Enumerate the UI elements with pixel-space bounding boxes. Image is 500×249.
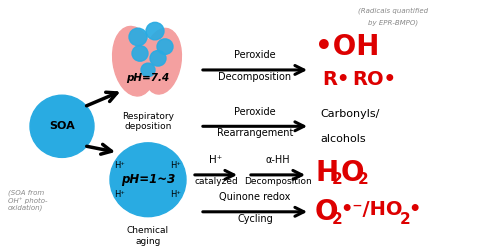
Text: Respiratory
deposition: Respiratory deposition: [122, 112, 174, 131]
Text: pH=7.4: pH=7.4: [126, 73, 170, 83]
Circle shape: [110, 143, 186, 217]
Text: by EPR-BMPO): by EPR-BMPO): [368, 19, 418, 26]
Ellipse shape: [112, 26, 156, 96]
Text: 2: 2: [332, 172, 343, 187]
Text: Peroxide: Peroxide: [234, 107, 276, 117]
Text: pH=1~3: pH=1~3: [121, 173, 175, 186]
Text: catalyzed: catalyzed: [194, 177, 238, 186]
Text: (Radicals quantified: (Radicals quantified: [358, 8, 428, 14]
Circle shape: [157, 39, 173, 55]
Circle shape: [132, 46, 148, 61]
Text: H⁺: H⁺: [114, 190, 126, 199]
Text: Peroxide: Peroxide: [234, 50, 276, 60]
Text: Quinone redox: Quinone redox: [220, 192, 290, 202]
Text: Decomposition: Decomposition: [244, 177, 312, 186]
Text: •OH: •OH: [315, 33, 380, 61]
Text: H⁺: H⁺: [114, 161, 126, 170]
Circle shape: [146, 22, 164, 40]
Text: 2: 2: [400, 212, 411, 227]
Text: O: O: [315, 198, 338, 226]
Text: •⁻/HO: •⁻/HO: [340, 200, 402, 219]
Circle shape: [150, 51, 166, 66]
Text: H⁺: H⁺: [210, 155, 222, 165]
Text: Decomposition: Decomposition: [218, 72, 292, 82]
Text: Chemical
aging: Chemical aging: [127, 226, 169, 246]
Text: H⁺: H⁺: [170, 190, 181, 199]
Text: H⁺: H⁺: [170, 161, 181, 170]
Text: alcohols: alcohols: [320, 134, 366, 144]
Text: Carbonyls/: Carbonyls/: [320, 109, 380, 119]
Circle shape: [129, 28, 147, 46]
Text: Cycling: Cycling: [237, 214, 273, 224]
Text: α-HH: α-HH: [266, 155, 290, 165]
Ellipse shape: [142, 28, 182, 94]
Text: RO•: RO•: [352, 70, 396, 89]
Text: R•: R•: [322, 70, 349, 89]
Circle shape: [141, 63, 155, 77]
Text: SOA: SOA: [49, 121, 75, 131]
Text: 2: 2: [358, 172, 369, 187]
Text: (SOA from
OH⁺ photo-
oxidation): (SOA from OH⁺ photo- oxidation): [8, 189, 48, 211]
Text: O: O: [341, 159, 364, 187]
Text: H: H: [315, 159, 338, 187]
Text: Rearrangement: Rearrangement: [217, 128, 293, 138]
Circle shape: [30, 95, 94, 157]
Text: 2: 2: [332, 212, 343, 227]
Text: •: •: [408, 200, 420, 219]
